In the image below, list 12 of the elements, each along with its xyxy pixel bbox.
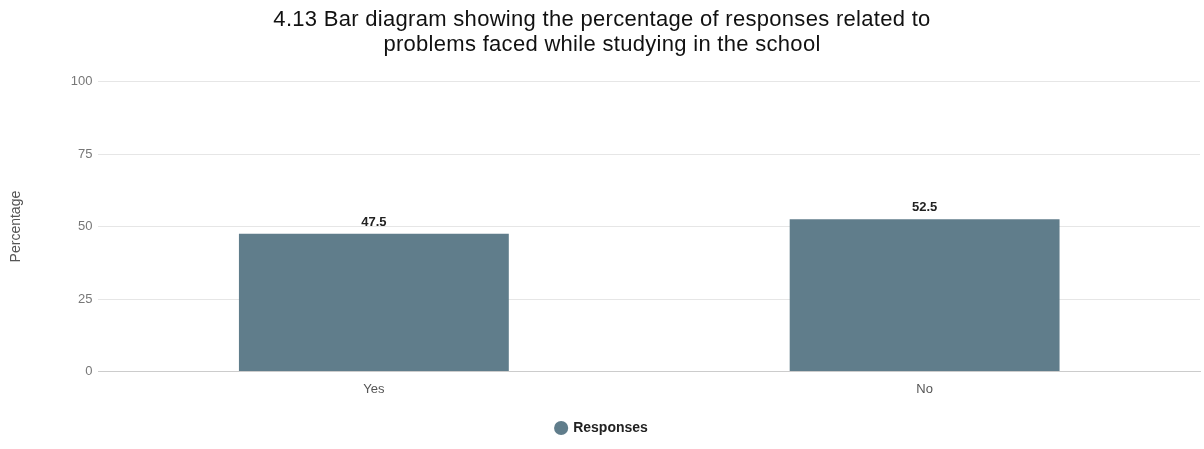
y-tick-label: 0	[85, 362, 93, 378]
y-axis-title: Percentage	[7, 190, 24, 263]
y-tick-label: 25	[78, 290, 93, 306]
x-tick-label: No	[916, 380, 933, 396]
data-label: 52.5	[911, 199, 938, 215]
y-tick-label: 75	[78, 145, 93, 161]
chart-title: 4.13 Bar diagram showing the percentage of responses related to problems faced while studying in the school	[272, 6, 932, 56]
y-tick-label: 50	[78, 218, 93, 234]
data-label: 47.5	[361, 213, 387, 229]
y-tick-label: 100	[70, 73, 93, 89]
legend-label: Responses	[573, 418, 649, 435]
x-tick-label: Yes	[363, 380, 385, 396]
